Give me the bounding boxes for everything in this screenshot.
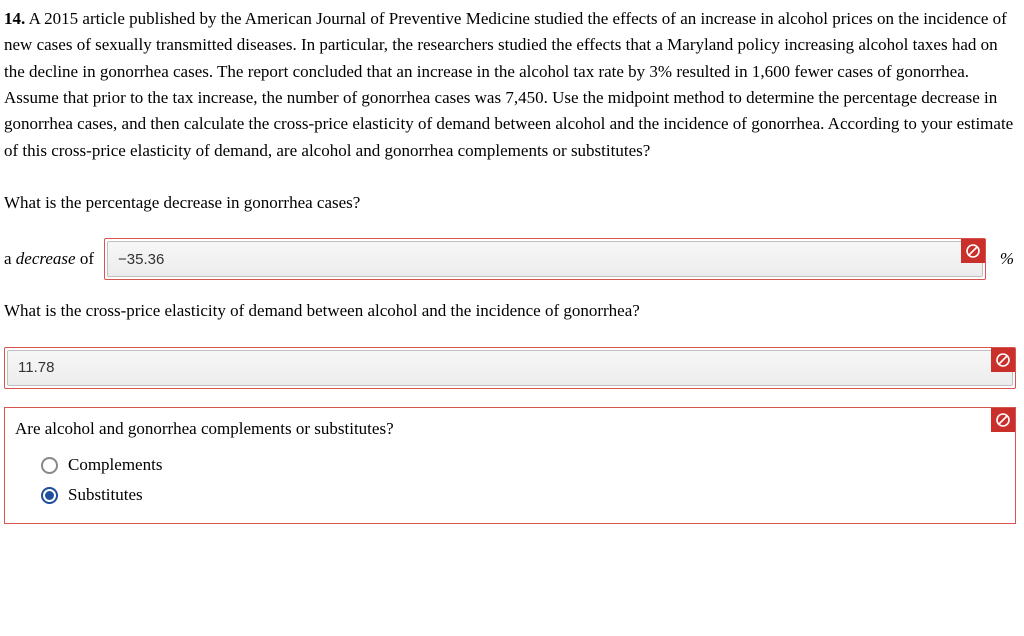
radio-label: Complements — [68, 452, 162, 478]
part2-prompt: What is the cross-price elasticity of de… — [4, 298, 1016, 324]
radio-option-substitutes[interactable]: Substitutes — [41, 482, 1005, 508]
radio-option-complements[interactable]: Complements — [41, 452, 1005, 478]
part1-prompt: What is the percentage decrease in gonor… — [4, 190, 1016, 216]
part1-input[interactable] — [107, 241, 983, 277]
part1-prefix-a: a — [4, 249, 16, 268]
radio-label: Substitutes — [68, 482, 143, 508]
question-body: A 2015 article published by the American… — [4, 9, 1013, 160]
incorrect-icon — [991, 348, 1015, 372]
incorrect-icon — [961, 239, 985, 263]
part2-input-wrap — [4, 347, 1016, 389]
prohibit-icon — [995, 412, 1011, 428]
radio-button[interactable] — [41, 457, 58, 474]
part1-prefix-tail: of — [76, 249, 94, 268]
question-number: 14. — [4, 9, 25, 28]
prohibit-icon — [995, 352, 1011, 368]
part1-input-wrap — [104, 238, 986, 280]
part3-section: Are alcohol and gonorrhea complements or… — [4, 407, 1016, 524]
part1-suffix: % — [1000, 246, 1014, 272]
part1-answer-row: a decrease of % — [4, 238, 1016, 280]
part1-prefix-em: decrease — [16, 249, 76, 268]
part3-prompt: Are alcohol and gonorrhea complements or… — [15, 416, 1005, 442]
part2-answer-row — [4, 347, 1016, 389]
question-text: 14. A 2015 article published by the Amer… — [4, 6, 1016, 164]
radio-button[interactable] — [41, 487, 58, 504]
part1-prefix: a decrease of — [4, 246, 94, 272]
incorrect-icon — [991, 408, 1015, 432]
part2-input[interactable] — [7, 350, 1013, 386]
prohibit-icon — [965, 243, 981, 259]
